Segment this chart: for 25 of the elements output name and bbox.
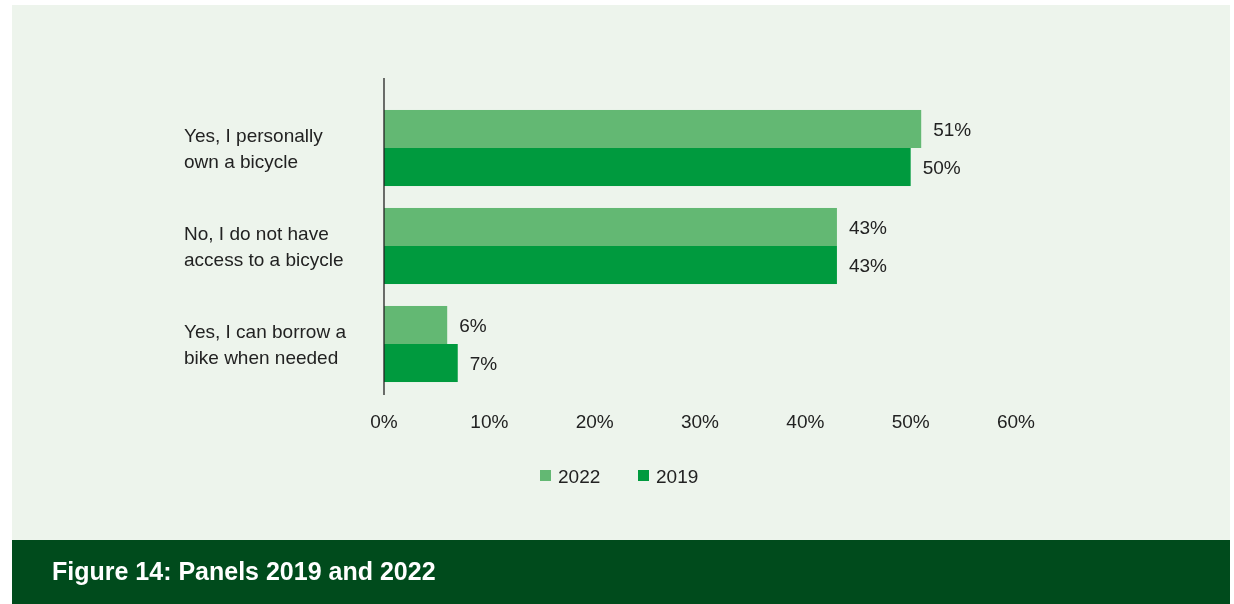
legend-label: 2022 [558,465,601,487]
x-tick-label: 50% [891,411,930,432]
x-tick-label: 10% [470,411,509,432]
bar [384,344,458,383]
bar [384,305,448,344]
bar [384,148,911,187]
data-label: 6% [459,314,487,336]
bar [384,246,837,285]
legend-label: 2019 [656,465,699,487]
data-label: 51% [933,118,972,140]
data-label: 43% [848,216,888,238]
bar [384,109,922,148]
y-tick-label: Yes, I can borrow a bike when needed [184,320,347,368]
x-tick-label: 20% [575,411,614,432]
x-tick-label: 30% [680,411,720,432]
x-tick-label: 60% [996,411,1036,432]
y-tick-label: No, I do not have access to a bicycle [184,222,344,270]
bar [384,207,837,246]
data-label: 50% [922,156,961,178]
x-tick-label: 0% [370,411,398,432]
data-label: 7% [469,352,498,374]
text: Figure 14: Panels 2019 and 2022 [52,557,436,585]
x-tick-label: 40% [786,411,825,432]
data-label: 43% [848,254,888,276]
y-tick-label: Yes, I personally own a bicycle [184,124,324,172]
